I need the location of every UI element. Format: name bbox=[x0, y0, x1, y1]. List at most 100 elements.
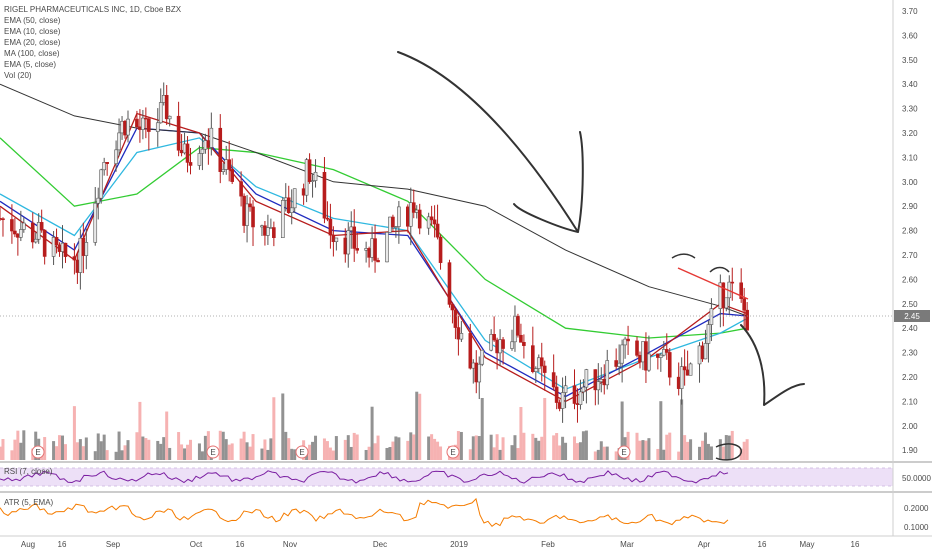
volume-bar bbox=[635, 432, 639, 460]
volume-bar bbox=[197, 443, 201, 460]
candle-body bbox=[406, 206, 410, 227]
legend-volume: Vol (20) bbox=[4, 71, 32, 80]
candle-body bbox=[158, 102, 163, 124]
time-tick-label: Oct bbox=[190, 540, 203, 549]
volume-bar bbox=[19, 442, 23, 460]
price-tick-label: 3.40 bbox=[902, 80, 918, 89]
price-tick-label: 3.10 bbox=[902, 153, 918, 162]
candle-body bbox=[667, 352, 672, 378]
candle-body bbox=[72, 256, 77, 261]
candle-body bbox=[477, 363, 482, 383]
volume-bar bbox=[105, 450, 109, 460]
volume-bar bbox=[260, 448, 264, 460]
candle-body bbox=[647, 353, 651, 371]
price-tick-label: 2.40 bbox=[902, 324, 918, 333]
candle-body bbox=[51, 237, 56, 257]
candle-body bbox=[16, 233, 20, 238]
volume-bar bbox=[206, 431, 210, 460]
volume-bar bbox=[159, 443, 163, 460]
volume-bar bbox=[81, 446, 85, 460]
volume-bar bbox=[724, 435, 728, 460]
volume-bar bbox=[575, 443, 579, 460]
legend-ema20: EMA (20, close) bbox=[4, 38, 61, 47]
rsi-line bbox=[0, 470, 729, 484]
volume-bar bbox=[284, 431, 288, 460]
candle-body bbox=[138, 126, 142, 130]
volume-bar bbox=[489, 434, 493, 460]
price-axis-ticks: 3.70 3.60 3.50 3.40 3.30 3.20 3.10 3.00 2.90 2.80… bbox=[902, 7, 918, 455]
volume-bar bbox=[84, 437, 88, 460]
volume-bar bbox=[519, 406, 523, 460]
candle-body bbox=[709, 308, 714, 325]
candle-body bbox=[593, 369, 598, 391]
volume-bar bbox=[537, 440, 541, 460]
candle-body bbox=[501, 339, 505, 349]
volume-bar bbox=[599, 441, 603, 460]
event-marker-label: E bbox=[299, 448, 304, 457]
price-tick-label: 3.70 bbox=[902, 7, 918, 16]
candle-body bbox=[641, 341, 645, 363]
volume-bar bbox=[391, 441, 395, 460]
volume-bar bbox=[641, 440, 645, 460]
candle-body bbox=[99, 169, 104, 199]
volume-bar bbox=[397, 437, 401, 460]
atr-panel[interactable] bbox=[0, 492, 893, 536]
price-tick-label: 2.30 bbox=[902, 349, 918, 358]
event-marker-circle bbox=[295, 445, 309, 459]
candle-body bbox=[557, 402, 562, 409]
candles bbox=[0, 82, 749, 423]
candle-body bbox=[280, 200, 285, 238]
volume-bar bbox=[245, 442, 249, 460]
volume-bar bbox=[120, 450, 124, 460]
volume-bar bbox=[730, 430, 734, 460]
volume-bar bbox=[495, 434, 499, 460]
volume-bar bbox=[269, 438, 273, 460]
candle-body bbox=[468, 333, 473, 369]
chart-title: RIGEL PHARMACEUTICALS INC, 1D, Cboe BZX bbox=[4, 5, 182, 14]
candle-body bbox=[200, 148, 205, 154]
price-tick-label: 2.80 bbox=[902, 227, 918, 236]
volume-bar bbox=[123, 445, 127, 460]
volume-bar bbox=[668, 432, 672, 460]
rsi-band bbox=[0, 468, 893, 486]
candle-body bbox=[331, 234, 336, 243]
candle-body bbox=[84, 242, 89, 256]
volume-bar bbox=[322, 438, 326, 460]
annotation-down-arrow bbox=[397, 51, 584, 233]
candle-body bbox=[697, 345, 702, 365]
volume-bar bbox=[412, 434, 416, 460]
volume-bar bbox=[325, 441, 329, 460]
candle-body bbox=[292, 188, 297, 209]
candle-body bbox=[209, 127, 214, 148]
atr-tick-high: 0.2000 bbox=[904, 504, 929, 513]
candle-body bbox=[188, 162, 193, 166]
candle-body bbox=[248, 203, 252, 208]
candle-body bbox=[135, 118, 139, 128]
candle-body bbox=[417, 209, 422, 229]
volume-bar bbox=[742, 441, 746, 460]
volume-bar bbox=[468, 449, 472, 460]
candle-body bbox=[391, 216, 395, 228]
volume-bar bbox=[290, 448, 294, 460]
candle-body bbox=[626, 338, 630, 342]
candle-body bbox=[263, 225, 267, 236]
volume-bar bbox=[287, 438, 291, 460]
volume-bar bbox=[436, 441, 440, 460]
candle-body bbox=[126, 118, 130, 136]
candle-body bbox=[679, 366, 684, 389]
candle-body bbox=[286, 197, 291, 213]
volume-bar bbox=[156, 440, 160, 460]
candle-body bbox=[742, 298, 746, 311]
price-tick-label: 3.50 bbox=[902, 56, 918, 65]
price-panel[interactable] bbox=[0, 0, 893, 462]
volume-bar bbox=[162, 437, 166, 460]
candle-body bbox=[239, 181, 243, 197]
volume-bar bbox=[558, 445, 562, 460]
candle-body bbox=[272, 227, 276, 238]
price-tick-label: 2.70 bbox=[902, 251, 918, 260]
atr-line bbox=[0, 497, 729, 527]
volume-bar bbox=[126, 440, 130, 460]
volume-bar bbox=[406, 440, 410, 460]
candle-body bbox=[221, 169, 226, 172]
